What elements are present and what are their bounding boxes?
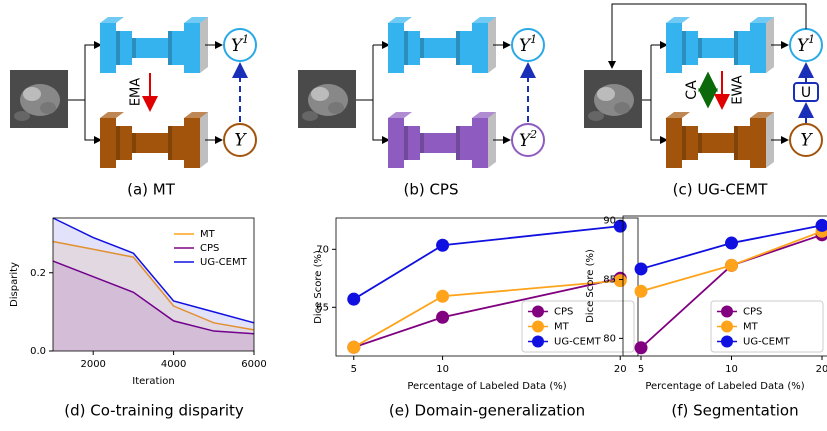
diagram-mt: Y1 Y EMA (a) MT [10,17,256,199]
marker [436,239,449,252]
x-tick-label: 10 [725,364,738,375]
x-axis-label: Percentage of Labeled Data (%) [645,381,804,392]
x-tick-label: 20 [614,364,627,375]
legend-marker [721,336,733,348]
figure: Y1 Y EMA (a) MT Y1 Y2 (b) CPS Y1 [0,0,827,431]
marker [347,341,360,354]
marker [635,285,648,298]
output-label: Y [234,131,247,151]
x-axis-label: Iteration [132,376,174,387]
y-axis-label: Dice Score (%) [585,249,596,323]
x-tick-label: 5 [638,364,644,375]
y-tick-label: 0.0 [30,346,46,357]
legend-marker [721,306,733,318]
marker [347,293,360,306]
caption: (f) Segmentation [671,402,798,420]
legend-marker [532,321,544,333]
legend-label: MT [200,229,216,240]
legend-label: UG-CEMT [554,337,602,348]
legend-marker [532,306,544,318]
arrow-label: EMA [129,78,144,106]
area [53,218,254,351]
x-tick-label: 6000 [241,359,266,370]
marker [725,237,738,250]
y-axis-label: Dice Score (%) [313,250,324,324]
legend-label: UG-CEMT [743,337,791,348]
diagram-cps: Y1 Y2 (b) CPS [298,17,544,199]
legend-label: UG-CEMT [200,257,248,268]
marker [436,290,449,303]
caption: (b) CPS [403,181,458,199]
x-tick-label: 4000 [161,359,186,370]
x-tick-label: 10 [436,364,449,375]
caption: (c) UG-CEMT [673,181,769,199]
y-tick-label: 80 [603,333,616,344]
diagram-ug-cemt: Y1 Y U CA EWA (c) UG-CEMT [584,4,822,199]
legend-label: MT [743,322,759,333]
marker [436,311,449,324]
legend-label: CPS [200,243,219,254]
marker [635,341,648,354]
y-axis-label: Disparity [9,262,20,307]
legend-label: MT [554,322,570,333]
caption: (a) MT [127,181,176,199]
x-tick-label: 5 [351,364,357,375]
arrow-label: CA [684,80,700,100]
legend-label: CPS [554,307,573,318]
y-tick-label: 90 [603,216,616,227]
legend-marker [532,336,544,348]
arrow-label: EWA [731,75,746,104]
y-tick-label: 85 [603,275,616,286]
marker [725,259,738,272]
legend-label: CPS [743,307,762,318]
page: {"diagrams": [ {"caption": "(a) MT", "ou… [0,0,827,431]
caption: (d) Co-training disparity [64,402,244,420]
fusion-label: U [801,85,811,101]
x-axis-label: Percentage of Labeled Data (%) [407,381,566,392]
line [354,226,620,299]
output-label: Y [800,131,813,151]
marker [635,262,648,275]
legend-marker [721,321,733,333]
x-tick-label: 20 [816,364,827,375]
x-tick-label: 2000 [80,359,105,370]
caption: (e) Domain-generalization [389,402,585,420]
y-tick-label: 0.2 [30,268,46,279]
